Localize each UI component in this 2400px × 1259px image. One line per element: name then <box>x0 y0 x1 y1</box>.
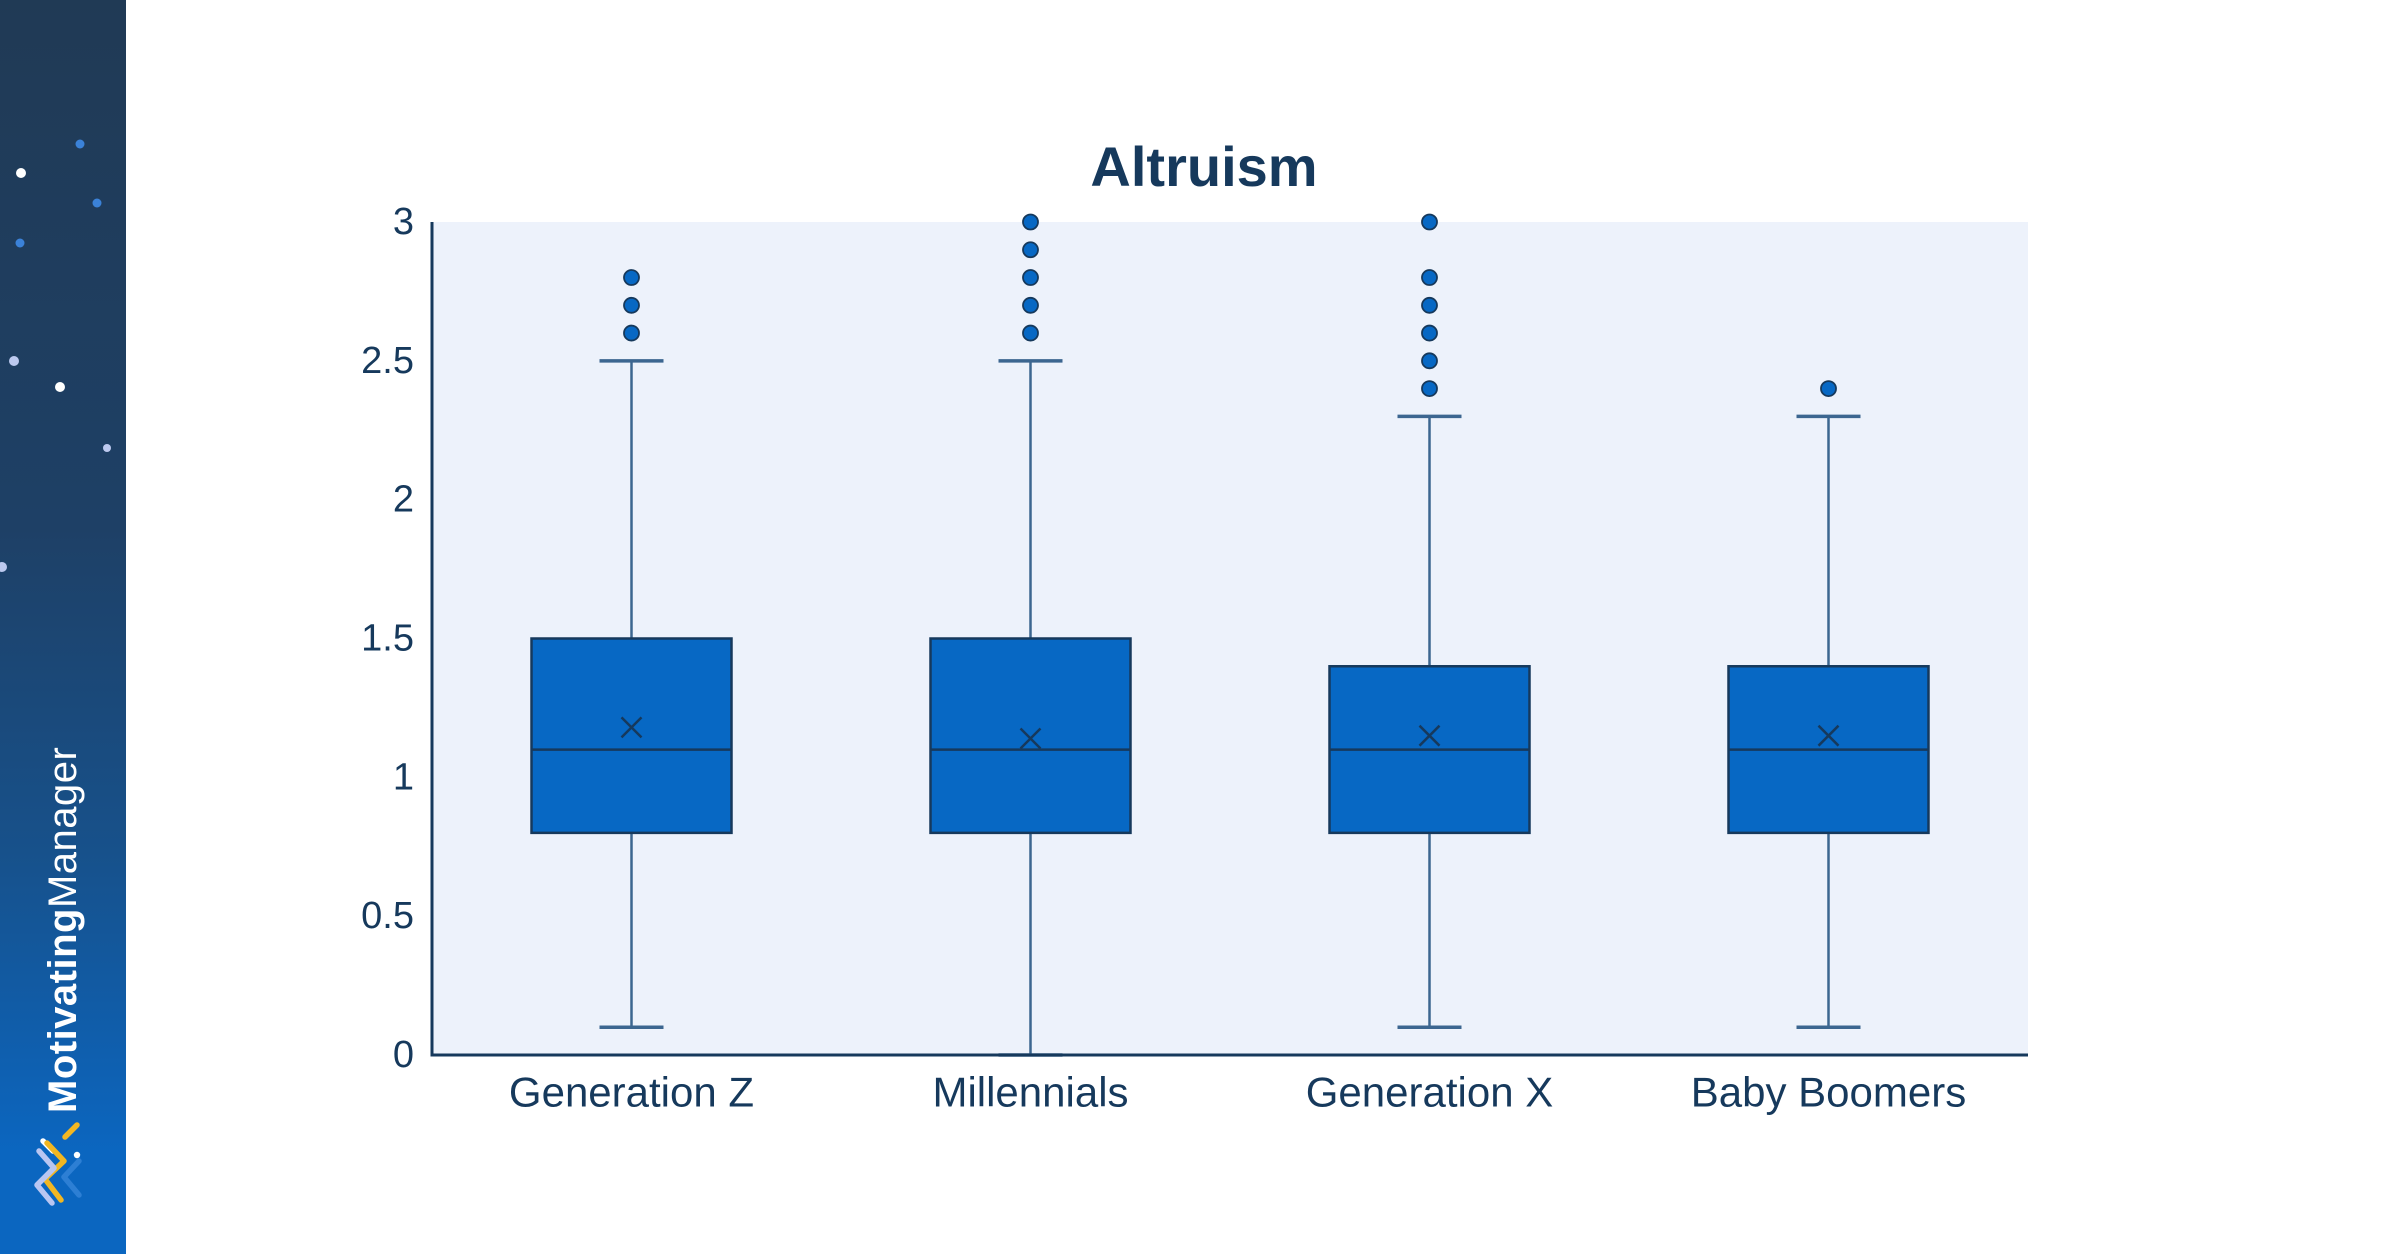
outlier-dot <box>623 269 640 286</box>
y-tick-label: 2.5 <box>361 340 414 382</box>
mean-marker <box>1019 727 1042 750</box>
outlier-dot <box>1022 241 1039 259</box>
outlier-dot <box>1022 296 1039 314</box>
mean-marker <box>1817 724 1840 747</box>
brand-logo-icon <box>34 1122 82 1206</box>
chart-panel: Generation Z Millennials Generation X Baby … <box>126 0 2400 1254</box>
x-axis-label: Millennials <box>932 1069 1128 1116</box>
box <box>530 637 733 835</box>
y-tick-label: 3 <box>393 201 414 243</box>
outlier-dot <box>1022 269 1039 286</box>
outlier-dot <box>623 324 640 342</box>
x-axis-label: Generation Z <box>509 1069 754 1116</box>
chart-title: Altruism <box>1090 135 1317 198</box>
star-dot <box>0 562 7 572</box>
x-axis-label: Baby Boomers <box>1691 1069 1966 1116</box>
star-field <box>0 139 111 572</box>
outlier-dot <box>1820 380 1837 398</box>
y-tick-label: 1.5 <box>361 618 414 660</box>
outlier-dot <box>1421 269 1438 286</box>
star-dot <box>15 238 25 248</box>
star-dot <box>103 444 111 452</box>
outlier-dot <box>1421 296 1438 314</box>
y-tick-label: 1 <box>393 756 414 798</box>
brand-wordmark: MotivatingManager <box>41 747 85 1113</box>
star-dot <box>55 382 65 392</box>
outlier-dot <box>1421 324 1438 342</box>
outlier-dot <box>1022 213 1039 231</box>
outlier-dot <box>1421 352 1438 370</box>
star-dot <box>9 356 19 366</box>
star-dot <box>92 198 102 208</box>
y-tick-label: 2 <box>393 479 414 521</box>
y-tick-label: 0 <box>393 1034 414 1076</box>
sidebar: MotivatingManager <box>0 0 126 1254</box>
mean-marker <box>1418 724 1441 747</box>
outlier-dot <box>1022 324 1039 342</box>
box <box>929 637 1132 835</box>
brand-part-light: Manager <box>41 746 85 909</box>
brand-part-bold: Motivating <box>41 908 85 1113</box>
star-dot <box>16 168 26 178</box>
outlier-dot <box>1421 380 1438 398</box>
star-dot <box>75 139 85 149</box>
outlier-dot <box>623 296 640 314</box>
x-axis-label: Generation X <box>1306 1069 1554 1116</box>
mean-marker <box>620 716 643 739</box>
y-tick-label: 0.5 <box>361 895 414 937</box>
boxplot-svg: Generation Z Millennials Generation X Baby … <box>361 135 2028 1116</box>
outlier-dot <box>1421 213 1438 231</box>
